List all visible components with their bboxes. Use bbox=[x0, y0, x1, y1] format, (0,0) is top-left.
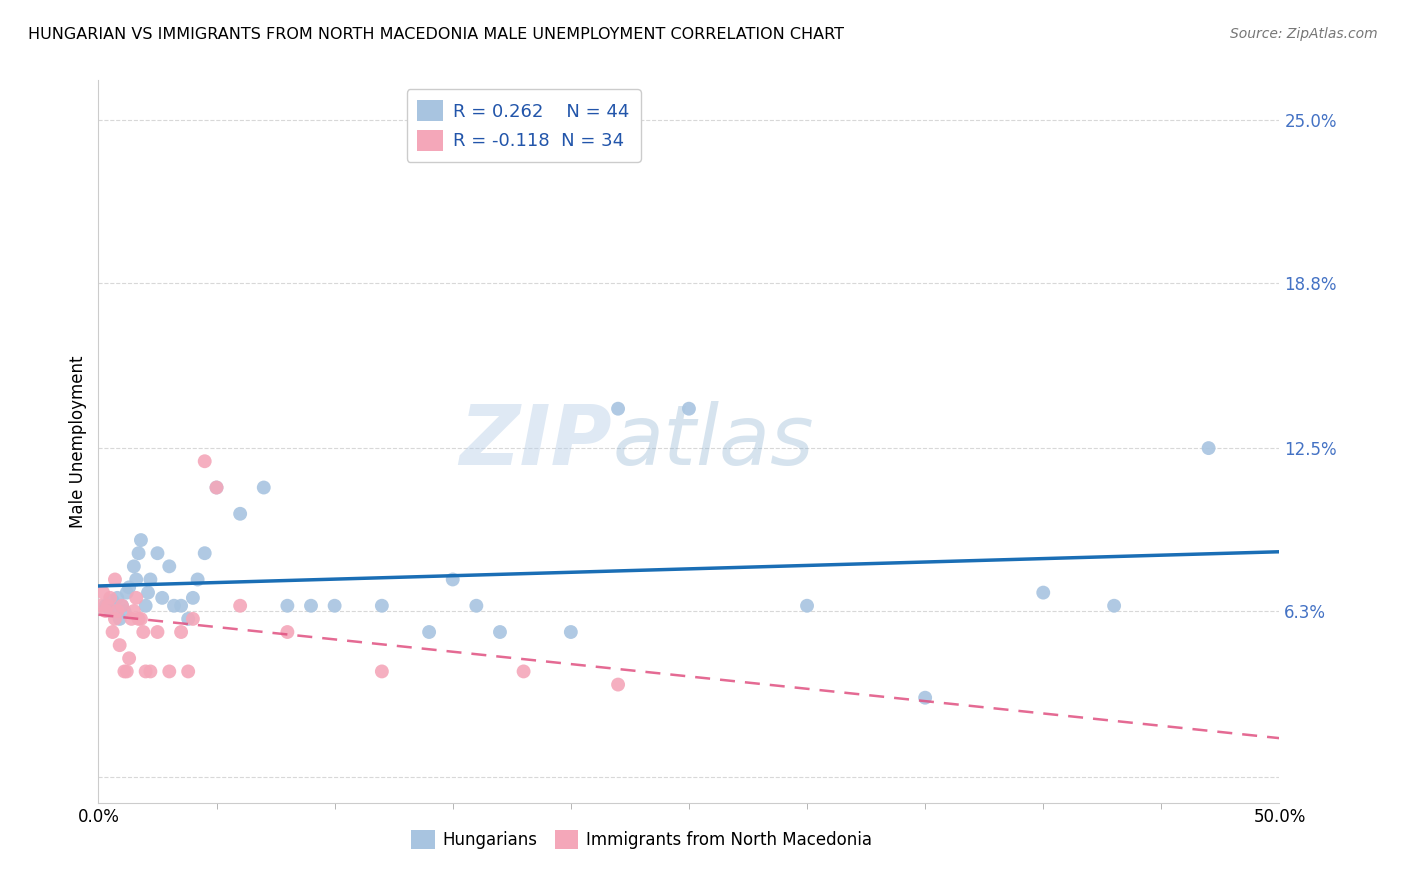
Point bbox=[157, 665, 180, 679]
Point bbox=[132, 625, 155, 640]
Point bbox=[177, 665, 200, 679]
Point bbox=[163, 599, 186, 613]
Point bbox=[678, 401, 700, 416]
Point bbox=[276, 625, 298, 640]
Point bbox=[112, 665, 135, 679]
Point bbox=[129, 612, 152, 626]
Point bbox=[122, 559, 145, 574]
Point bbox=[1198, 441, 1220, 455]
Point bbox=[229, 599, 252, 613]
Point bbox=[560, 625, 582, 640]
Point bbox=[170, 625, 193, 640]
Point bbox=[115, 665, 138, 679]
Point bbox=[205, 481, 228, 495]
Point bbox=[418, 625, 440, 640]
Point bbox=[607, 401, 630, 416]
Point bbox=[129, 533, 152, 547]
Point bbox=[104, 612, 127, 626]
Point bbox=[187, 573, 209, 587]
Text: HUNGARIAN VS IMMIGRANTS FROM NORTH MACEDONIA MALE UNEMPLOYMENT CORRELATION CHART: HUNGARIAN VS IMMIGRANTS FROM NORTH MACED… bbox=[28, 27, 844, 42]
Point bbox=[90, 599, 112, 613]
Point bbox=[105, 604, 128, 618]
Point bbox=[101, 593, 124, 607]
Point bbox=[181, 591, 204, 605]
Point bbox=[276, 599, 298, 613]
Point bbox=[98, 591, 121, 605]
Point bbox=[122, 604, 145, 618]
Point bbox=[371, 665, 394, 679]
Point bbox=[98, 604, 121, 618]
Text: atlas: atlas bbox=[612, 401, 814, 482]
Point bbox=[94, 599, 117, 613]
Point bbox=[146, 625, 169, 640]
Point bbox=[125, 591, 148, 605]
Point bbox=[115, 585, 138, 599]
Point bbox=[465, 599, 488, 613]
Point bbox=[1032, 585, 1054, 599]
Point bbox=[128, 546, 150, 560]
Point bbox=[97, 599, 120, 613]
Point bbox=[108, 638, 131, 652]
Point bbox=[796, 599, 818, 613]
Point bbox=[299, 599, 322, 613]
Point bbox=[512, 665, 534, 679]
Point bbox=[146, 546, 169, 560]
Point bbox=[441, 573, 464, 587]
Point bbox=[323, 599, 346, 613]
Point bbox=[170, 599, 193, 613]
Point bbox=[181, 612, 204, 626]
Point bbox=[157, 559, 180, 574]
Point bbox=[135, 665, 157, 679]
Point bbox=[111, 599, 134, 613]
Point bbox=[1102, 599, 1125, 613]
Point bbox=[136, 585, 159, 599]
Point bbox=[105, 591, 128, 605]
Y-axis label: Male Unemployment: Male Unemployment bbox=[69, 355, 87, 528]
Point bbox=[139, 573, 162, 587]
Text: Source: ZipAtlas.com: Source: ZipAtlas.com bbox=[1230, 27, 1378, 41]
Text: ZIP: ZIP bbox=[460, 401, 612, 482]
Point bbox=[194, 454, 217, 468]
Point bbox=[104, 573, 127, 587]
Point bbox=[91, 585, 114, 599]
Point bbox=[914, 690, 936, 705]
Point bbox=[205, 481, 228, 495]
Legend: Hungarians, Immigrants from North Macedonia: Hungarians, Immigrants from North Macedo… bbox=[405, 823, 879, 856]
Point bbox=[229, 507, 252, 521]
Point bbox=[150, 591, 173, 605]
Point bbox=[607, 677, 630, 691]
Point bbox=[371, 599, 394, 613]
Point bbox=[125, 573, 148, 587]
Point bbox=[253, 481, 276, 495]
Point bbox=[118, 580, 141, 594]
Point bbox=[128, 612, 150, 626]
Point bbox=[101, 625, 124, 640]
Point bbox=[94, 604, 117, 618]
Point bbox=[108, 612, 131, 626]
Point bbox=[489, 625, 512, 640]
Point bbox=[135, 599, 157, 613]
Point bbox=[112, 604, 135, 618]
Point bbox=[121, 612, 143, 626]
Point bbox=[111, 599, 134, 613]
Point bbox=[118, 651, 141, 665]
Point bbox=[194, 546, 217, 560]
Point bbox=[177, 612, 200, 626]
Point bbox=[139, 665, 162, 679]
